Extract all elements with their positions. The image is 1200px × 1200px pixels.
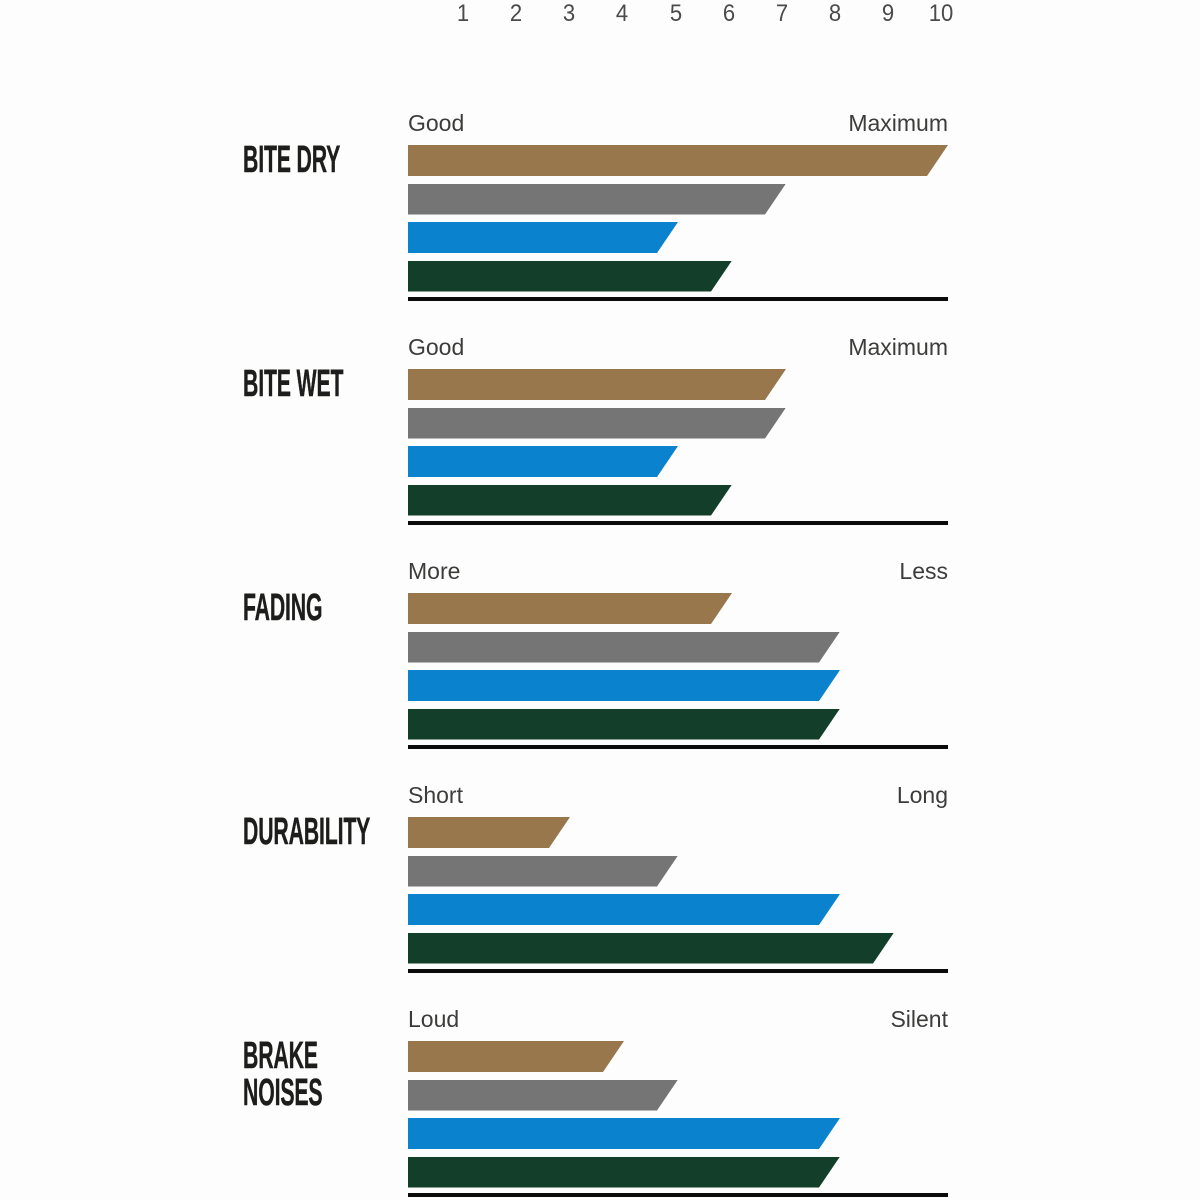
category-label: DURABILITY: [243, 811, 371, 853]
category-label: BITE DRY: [243, 139, 341, 181]
tick-label: 9: [881, 0, 895, 27]
chart-group: FADING More Less: [0, 556, 1200, 756]
bar-gold: [408, 369, 786, 400]
axis-labels: Good Maximum: [408, 332, 948, 362]
tick-label: 4: [616, 0, 629, 27]
axis-label-right: Long: [896, 782, 948, 808]
baseline: [408, 969, 948, 973]
chart-group: BITE WET Good Maximum: [0, 332, 1200, 532]
category-label-line: BRAKE: [243, 1035, 318, 1077]
axis-label-right: Less: [899, 558, 948, 584]
category-label-line: BITE WET: [243, 363, 344, 405]
bar-stack: [408, 1041, 948, 1195]
tick-label: 6: [722, 0, 735, 27]
axis-label-right: Maximum: [848, 334, 948, 360]
category-label-line: NOISES: [243, 1072, 323, 1114]
axis-labels: Short Long: [408, 780, 948, 810]
bar-blue: [408, 1118, 840, 1149]
tick-label: 5: [669, 0, 682, 27]
bar-stack: [408, 369, 948, 523]
axis-label-left: Good: [408, 110, 465, 136]
bar-green: [408, 261, 732, 292]
bar-gray: [408, 408, 786, 439]
group-plot: Good Maximum: [408, 108, 948, 308]
tick-label: 10: [928, 0, 954, 27]
category-label-line: FADING: [243, 587, 323, 629]
bar-gold: [408, 145, 948, 176]
axis-label-right: Maximum: [848, 110, 948, 136]
bar-green: [408, 1157, 840, 1188]
bar-gold: [408, 593, 732, 624]
category-label: BITE WET: [243, 363, 344, 405]
baseline: [408, 297, 948, 301]
bar-gold: [408, 817, 570, 848]
chart-group: DURABILITY Short Long: [0, 780, 1200, 980]
category-label: FADING: [243, 587, 323, 629]
bar-gray: [408, 856, 678, 887]
axis-label-left: More: [408, 558, 461, 584]
group-plot: Good Maximum: [408, 332, 948, 532]
axis-labels: Loud Silent: [408, 1004, 948, 1034]
category-label-line: BITE DRY: [243, 139, 341, 181]
chart-group: BRAKE NOISES Loud Silent: [0, 1004, 1200, 1200]
axis-label-left: Short: [408, 782, 463, 808]
tick-label: 8: [828, 0, 841, 27]
group-plot: Loud Silent: [408, 1004, 948, 1200]
bar-blue: [408, 894, 840, 925]
category-label: BRAKE NOISES: [243, 1035, 323, 1114]
chart-group: BITE DRY Good Maximum: [0, 108, 1200, 308]
tick-scale: 1 2 3 4 5 6 7 8 9 10: [408, 0, 953, 28]
axis-label-right: Silent: [890, 1006, 948, 1032]
group-plot: Short Long: [408, 780, 948, 980]
bar-green: [408, 709, 840, 740]
tick-label: 7: [775, 0, 788, 27]
bar-green: [408, 485, 732, 516]
tick-label: 3: [563, 0, 576, 27]
bar-stack: [408, 817, 948, 971]
bar-blue: [408, 446, 678, 477]
bar-blue: [408, 222, 678, 253]
tick-label: 2: [510, 0, 523, 27]
bar-blue: [408, 670, 840, 701]
bar-stack: [408, 145, 948, 299]
group-plot: More Less: [408, 556, 948, 756]
baseline: [408, 745, 948, 749]
axis-labels: More Less: [408, 556, 948, 586]
bar-gray: [408, 1080, 678, 1111]
bar-gray: [408, 184, 786, 215]
axis-label-left: Loud: [408, 1006, 460, 1032]
axis-label-left: Good: [408, 334, 465, 360]
bar-green: [408, 933, 894, 964]
bar-gray: [408, 632, 840, 663]
bar-gold: [408, 1041, 624, 1072]
baseline: [408, 1193, 948, 1197]
bar-stack: [408, 593, 948, 747]
axis-labels: Good Maximum: [408, 108, 948, 138]
category-label-line: DURABILITY: [243, 811, 371, 853]
tick-label: 1: [456, 0, 470, 27]
baseline: [408, 521, 948, 525]
